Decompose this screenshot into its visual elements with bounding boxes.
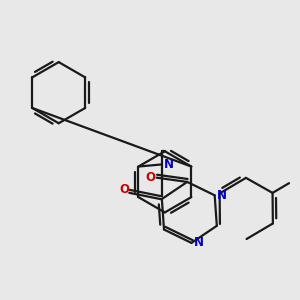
Text: N: N (194, 236, 204, 249)
Text: O: O (119, 183, 129, 196)
Text: N: N (164, 158, 174, 171)
Text: O: O (146, 171, 156, 184)
Text: N: N (217, 189, 227, 202)
